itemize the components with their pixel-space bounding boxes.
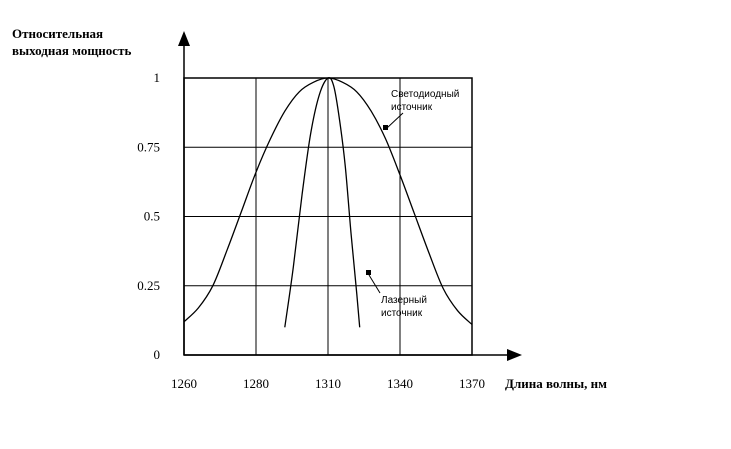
y-axis-arrow-icon xyxy=(178,31,190,46)
series-curves xyxy=(183,77,473,328)
x-axis-label: Длина волны, нм xyxy=(505,376,607,391)
laser-series-curve xyxy=(284,77,361,328)
x-tick-label: 1340 xyxy=(387,376,413,391)
x-tick-label: 1310 xyxy=(315,376,341,391)
led-series-label-line-1: Светодиодный xyxy=(391,89,459,100)
y-axis-label-line-1: Относительная xyxy=(12,26,103,41)
x-tick-label: 1370 xyxy=(459,376,485,391)
y-tick-label: 0.5 xyxy=(144,209,160,224)
y-axis-label-line-2: выходная мощность xyxy=(12,43,131,58)
laser-series-label-line-1: Лазерный xyxy=(381,295,427,306)
y-tick-label: 0.25 xyxy=(137,278,160,293)
laser-series-pointer-head-icon xyxy=(366,270,371,275)
x-axis-arrow-icon xyxy=(507,349,522,361)
x-tick-label: 1280 xyxy=(243,376,269,391)
y-tick-label: 0.75 xyxy=(137,139,160,154)
grid-lines xyxy=(184,78,472,355)
led-series-pointer xyxy=(386,112,404,129)
led-series-pointer-head-icon xyxy=(383,125,388,130)
x-tick-labels: 1260 1280 1310 1340 1370 xyxy=(171,376,485,391)
y-tick-labels: 0 0.25 0.5 0.75 1 xyxy=(137,70,160,362)
y-tick-label: 0 xyxy=(154,347,161,362)
laser-series-pointer xyxy=(368,274,381,294)
led-series-label-line-2: источник xyxy=(391,102,433,113)
y-tick-label: 1 xyxy=(154,70,161,85)
laser-series-label-line-2: источник xyxy=(381,308,423,319)
x-tick-label: 1260 xyxy=(171,376,197,391)
